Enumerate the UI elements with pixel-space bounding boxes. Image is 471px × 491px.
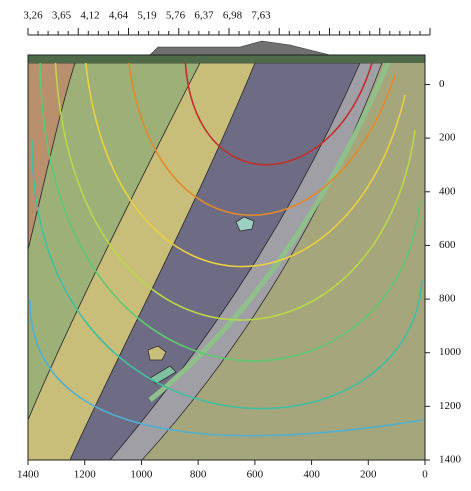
x-tick-label: 400 <box>303 469 320 481</box>
lens <box>149 365 177 385</box>
lens <box>147 345 167 361</box>
x-tick-label: 1200 <box>74 469 97 481</box>
y-tick-label: 600 <box>439 239 456 251</box>
topography <box>149 40 331 56</box>
top-label: 6,98 <box>223 10 243 22</box>
x-tick-label: 1000 <box>130 469 153 481</box>
top-label: 5,76 <box>166 10 186 22</box>
y-tick-label: 1000 <box>439 346 462 358</box>
y-tick-label: 1400 <box>439 454 462 466</box>
contour <box>54 55 416 321</box>
x-tick-label: 600 <box>247 469 264 481</box>
top-label: 7,63 <box>251 10 271 22</box>
section-area <box>28 55 425 460</box>
x-tick-label: 1400 <box>17 469 40 481</box>
surface-layer <box>28 55 425 63</box>
thin-layer <box>148 62 391 402</box>
y-tick-label: 1200 <box>439 400 462 412</box>
top-label: 3,26 <box>23 10 43 22</box>
top-label: 6,37 <box>194 10 214 22</box>
top-label: 5,19 <box>137 10 157 22</box>
contour <box>184 55 373 166</box>
top-label: 3,65 <box>52 10 72 22</box>
plot-frame <box>27 54 426 461</box>
lens <box>235 216 255 232</box>
x-tick-label: 200 <box>360 469 377 481</box>
top-label: 4,12 <box>80 10 99 22</box>
x-tick-label: 800 <box>190 469 207 481</box>
contour <box>31 139 423 410</box>
y-tick-label: 400 <box>439 185 456 197</box>
contour <box>127 55 396 217</box>
top-label: 4,64 <box>109 10 129 22</box>
x-tick-label: 0 <box>422 469 428 481</box>
y-tick-label: 800 <box>439 293 456 305</box>
contour <box>29 299 424 437</box>
y-tick-label: 0 <box>439 78 445 90</box>
contour <box>39 55 421 362</box>
y-tick-label: 200 <box>439 132 456 144</box>
contour <box>84 55 406 268</box>
